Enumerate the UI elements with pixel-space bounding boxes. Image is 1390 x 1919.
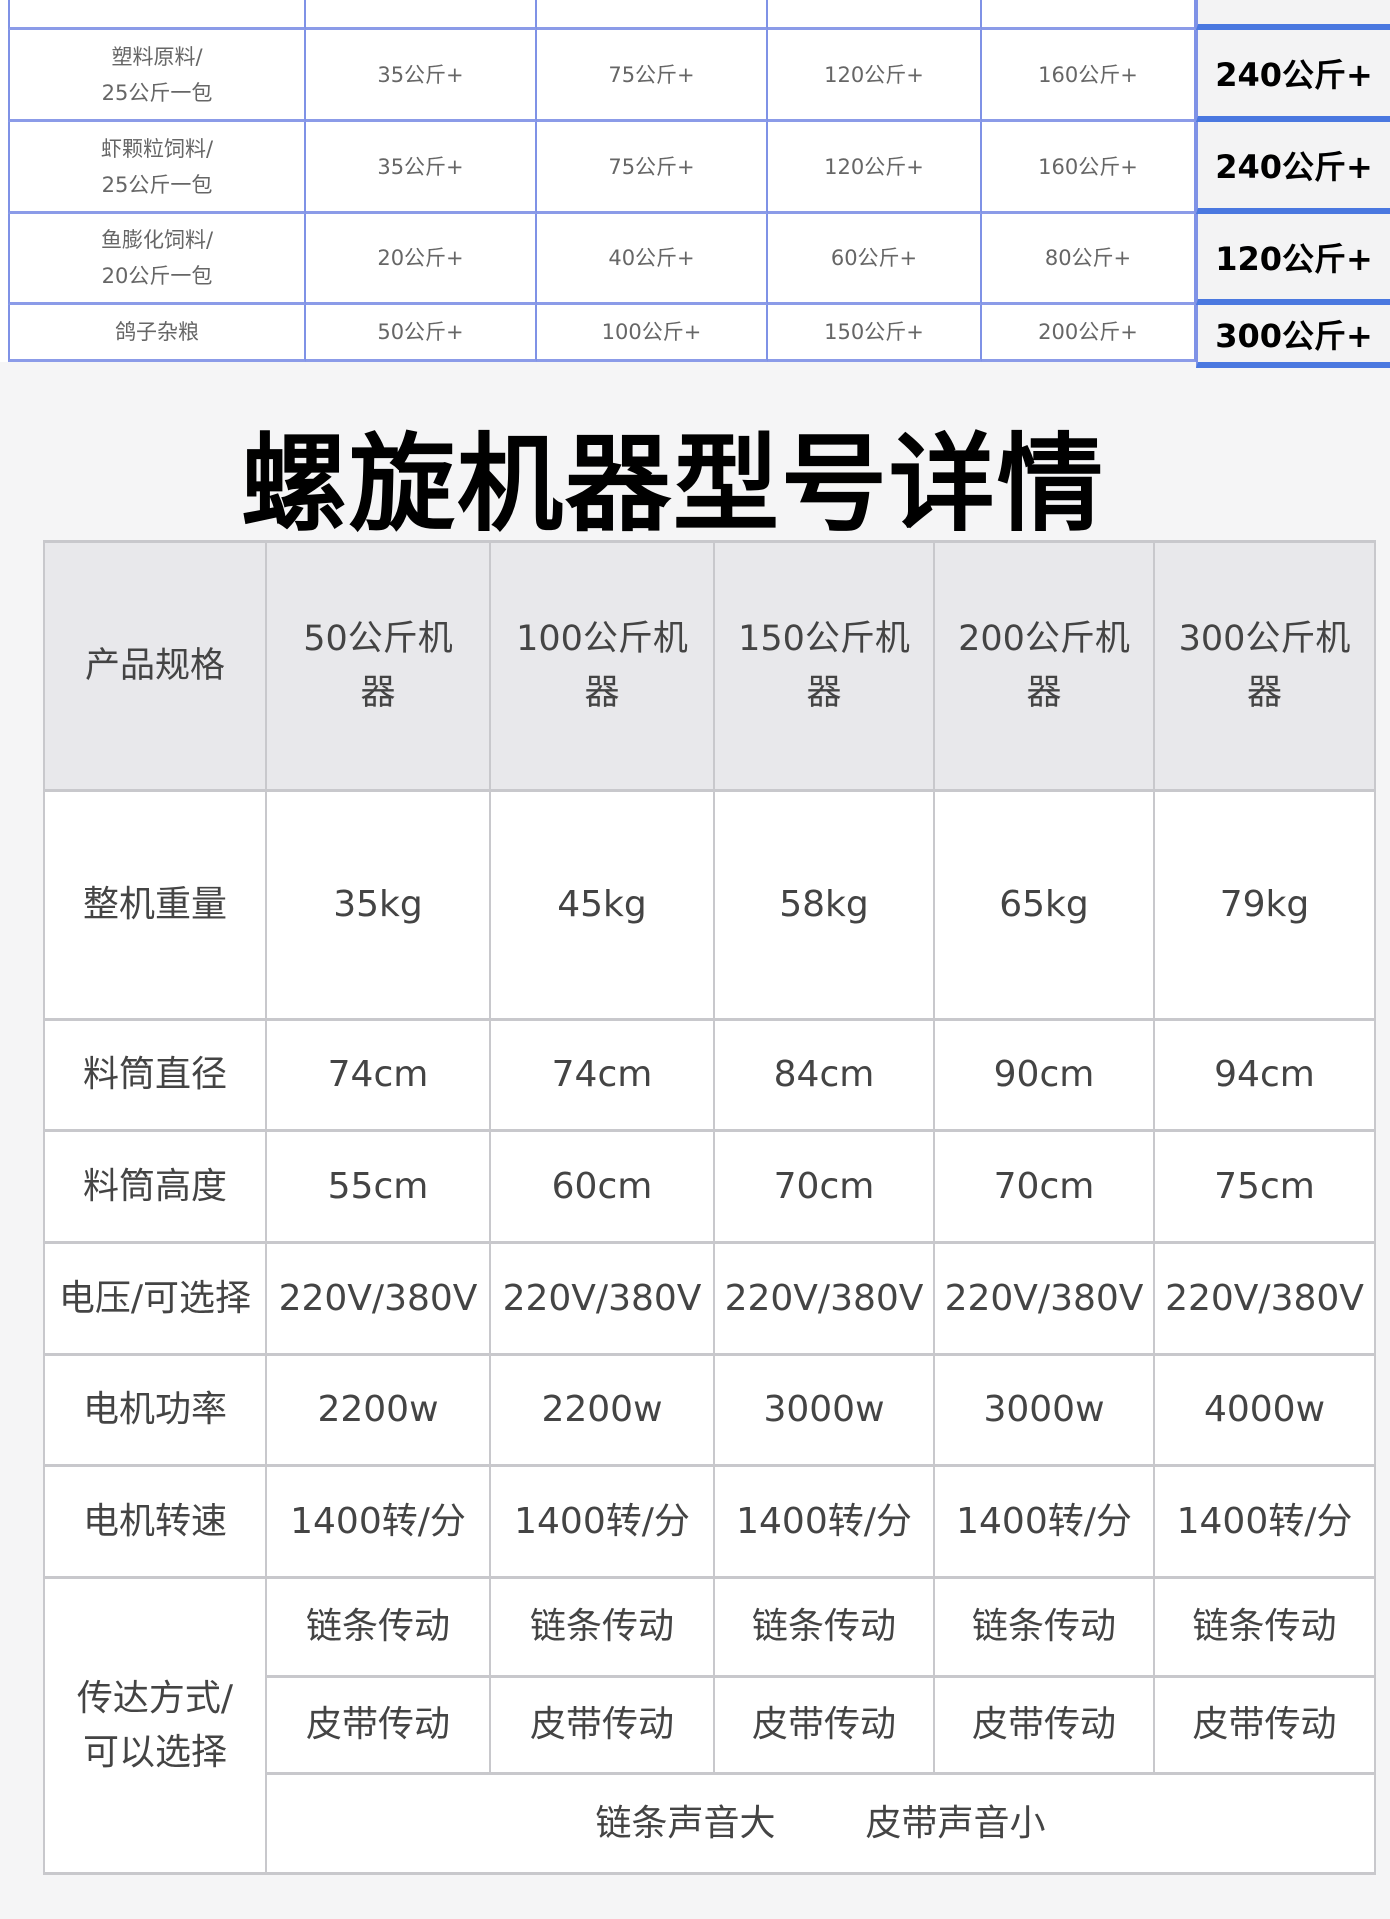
table-cell: 220V/380V	[935, 1244, 1155, 1356]
header-cell: 200公斤机器	[935, 540, 1155, 792]
table-cell: 75cm	[1155, 1132, 1376, 1244]
highlight-cell	[1196, 0, 1390, 30]
table-cell: 35公斤+	[306, 30, 537, 122]
table-cell: 2200w	[491, 1356, 715, 1467]
table-cell: 94cm	[1155, 1021, 1376, 1132]
table-cell: 79kg	[1155, 792, 1376, 1021]
table-cell: 链条传动	[267, 1579, 491, 1678]
table-cell: 75公斤+	[537, 122, 768, 214]
note-belt: 皮带声音小	[865, 1802, 1046, 1844]
table-cell	[982, 0, 1196, 30]
row-label: 电压/可选择	[43, 1244, 267, 1356]
table-cell: 150公斤+	[768, 305, 982, 362]
table-cell: 35公斤+	[306, 122, 537, 214]
table-cell: 链条传动	[935, 1579, 1155, 1678]
header-cell: 50公斤机器	[267, 540, 491, 792]
table-cell	[306, 0, 537, 30]
table-cell: 74cm	[491, 1021, 715, 1132]
page-title: 螺旋机器型号详情	[241, 423, 1105, 546]
table-cell: 200公斤+	[982, 305, 1196, 362]
header-cell: 150公斤机器	[715, 540, 935, 792]
table-cell: 50公斤+	[306, 305, 537, 362]
table-cell: 35kg	[267, 792, 491, 1021]
table-cell: 4000w	[1155, 1356, 1376, 1467]
table-cell: 2200w	[267, 1356, 491, 1467]
table-cell: 60cm	[491, 1132, 715, 1244]
table-cell: 220V/380V	[267, 1244, 491, 1356]
table-cell: 220V/380V	[491, 1244, 715, 1356]
table-cell: 55cm	[267, 1132, 491, 1244]
table-cell: 1400转/分	[715, 1467, 935, 1579]
table-cell: 链条传动	[491, 1579, 715, 1678]
table-cell: 皮带传动	[935, 1678, 1155, 1775]
table-cell: 120公斤+	[768, 30, 982, 122]
table-cell: 74cm	[267, 1021, 491, 1132]
highlight-cell: 300公斤+	[1196, 305, 1390, 368]
table-cell: 120公斤+	[768, 122, 982, 214]
row-label: 40公斤一包	[8, 0, 306, 30]
table-cell: 20公斤+	[306, 214, 537, 305]
table-cell: 220V/380V	[1155, 1244, 1376, 1356]
table-cell: 58kg	[715, 792, 935, 1021]
table-cell: 皮带传动	[1155, 1678, 1376, 1775]
table-cell: 1400转/分	[491, 1467, 715, 1579]
row-label: 整机重量	[43, 792, 267, 1021]
highlight-cell: 120公斤+	[1196, 214, 1390, 305]
table-cell: 链条传动	[1155, 1579, 1376, 1678]
header-cell: 100公斤机器	[491, 540, 715, 792]
row-label: 电机功率	[43, 1356, 267, 1467]
table-cell	[768, 0, 982, 30]
row-label: 传达方式/可以选择	[43, 1579, 267, 1875]
table-cell: 3000w	[935, 1356, 1155, 1467]
table-cell: 链条传动	[715, 1579, 935, 1678]
table-cell: 75公斤+	[537, 30, 768, 122]
table-cell: 90cm	[935, 1021, 1155, 1132]
table-cell: 84cm	[715, 1021, 935, 1132]
table-cell: 220V/380V	[715, 1244, 935, 1356]
table-cell: 70cm	[715, 1132, 935, 1244]
table-cell: 160公斤+	[982, 30, 1196, 122]
table-cell: 65kg	[935, 792, 1155, 1021]
table-cell: 1400转/分	[1155, 1467, 1376, 1579]
row-label: 鸽子杂粮	[8, 305, 306, 362]
note-chain: 链条声音大	[595, 1802, 776, 1844]
row-label: 虾颗粒饲料/25公斤一包	[8, 122, 306, 214]
row-label: 塑料原料/25公斤一包	[8, 30, 306, 122]
table-cell: 100公斤+	[537, 305, 768, 362]
table-cell: 1400转/分	[935, 1467, 1155, 1579]
header-cell: 产品规格	[43, 540, 267, 792]
row-label: 料筒高度	[43, 1132, 267, 1244]
table-cell: 皮带传动	[267, 1678, 491, 1775]
table-cell: 3000w	[715, 1356, 935, 1467]
table-cell: 70cm	[935, 1132, 1155, 1244]
row-label: 鱼膨化饲料/20公斤一包	[8, 214, 306, 305]
highlight-cell: 240公斤+	[1196, 30, 1390, 122]
row-label: 料筒直径	[43, 1021, 267, 1132]
row-label: 电机转速	[43, 1467, 267, 1579]
header-cell: 300公斤机器	[1155, 540, 1376, 792]
capacity-table: 40公斤一包塑料原料/25公斤一包35公斤+75公斤+120公斤+160公斤+2…	[0, 0, 1390, 368]
highlight-cell: 240公斤+	[1196, 122, 1390, 214]
table-cell: 1400转/分	[267, 1467, 491, 1579]
table-cell: 80公斤+	[982, 214, 1196, 305]
table-cell	[537, 0, 768, 30]
table-cell: 40公斤+	[537, 214, 768, 305]
table-cell: 皮带传动	[491, 1678, 715, 1775]
table-cell: 45kg	[491, 792, 715, 1021]
table-cell: 160公斤+	[982, 122, 1196, 214]
transmission-note: 链条声音大 皮带声音小	[267, 1775, 1376, 1875]
table-cell: 皮带传动	[715, 1678, 935, 1775]
table-cell: 60公斤+	[768, 214, 982, 305]
